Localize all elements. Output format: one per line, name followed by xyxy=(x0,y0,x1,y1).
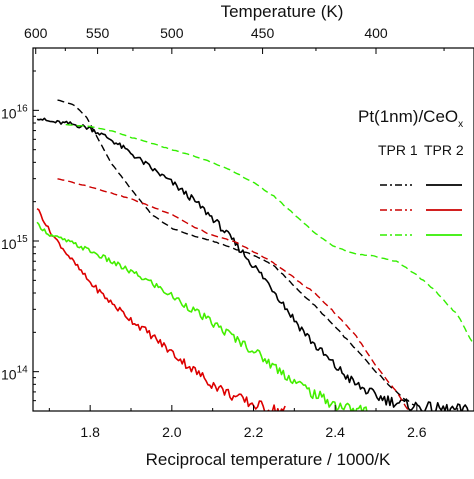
x-tick-label: 2.0 xyxy=(162,424,182,440)
x-tick-label: 2.2 xyxy=(244,424,264,440)
top-tick-label: 450 xyxy=(251,25,275,41)
bottom-axis-title: Reciprocal temperature / 1000/K xyxy=(146,450,391,469)
x-tick-label: 1.8 xyxy=(80,424,100,440)
plot-area xyxy=(36,99,473,411)
plot-frame xyxy=(32,47,474,412)
legend-col-tpr1: TPR 1 xyxy=(378,142,418,158)
x-tick-label: 2.6 xyxy=(407,424,427,440)
legend-col-tpr2: TPR 2 xyxy=(424,142,464,158)
top-tick-label: 550 xyxy=(86,25,110,41)
y-tick-label: 1016 xyxy=(1,103,28,121)
legend: Pt(1nm)/CeOx TPR 1 TPR 2 xyxy=(358,107,464,236)
legend-title: Pt(1nm)/CeOx xyxy=(358,107,463,130)
series-line-3 xyxy=(36,208,286,411)
legend-title-sub: x xyxy=(458,119,463,130)
y-tick-label: 1015 xyxy=(1,234,28,252)
x-tick-label: 2.4 xyxy=(325,424,345,440)
top-tick-label: 500 xyxy=(160,25,184,41)
axes: 1.8 2.0 2.2 2.4 2.6 600 550 500 450 400 1014 1015 10… xyxy=(1,25,474,440)
legend-title-main: Pt(1nm)/CeO xyxy=(358,107,458,126)
y-tick-label: 1014 xyxy=(1,365,28,383)
series-line-5 xyxy=(36,221,368,411)
series-line-4 xyxy=(65,123,473,343)
series-line-2 xyxy=(57,178,409,410)
series-line-1 xyxy=(36,117,469,411)
top-tick-label: 600 xyxy=(24,25,48,41)
series-line-0 xyxy=(57,99,416,407)
top-tick-label: 400 xyxy=(364,25,388,41)
top-axis-title: Temperature (K) xyxy=(221,2,344,21)
